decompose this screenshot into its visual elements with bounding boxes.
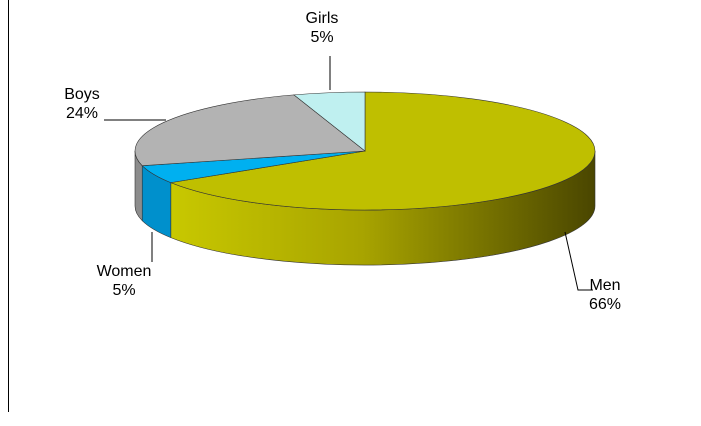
- slice-men: [169, 91, 596, 211]
- slice-girls: [293, 91, 366, 152]
- slice-label-women: Women: [97, 263, 152, 280]
- slice-label-boys: Boys: [64, 86, 100, 103]
- slice-value-girls: 5%: [310, 29, 333, 46]
- slice-label-girls: Girls: [306, 10, 339, 27]
- slice-value-men: 66%: [589, 296, 621, 313]
- leader-line-men: [564, 231, 593, 291]
- slice-label-men: Men: [589, 277, 620, 294]
- slice-value-boys: 24%: [66, 105, 98, 122]
- slice-value-women: 5%: [112, 282, 135, 299]
- slice-boys: [134, 94, 366, 166]
